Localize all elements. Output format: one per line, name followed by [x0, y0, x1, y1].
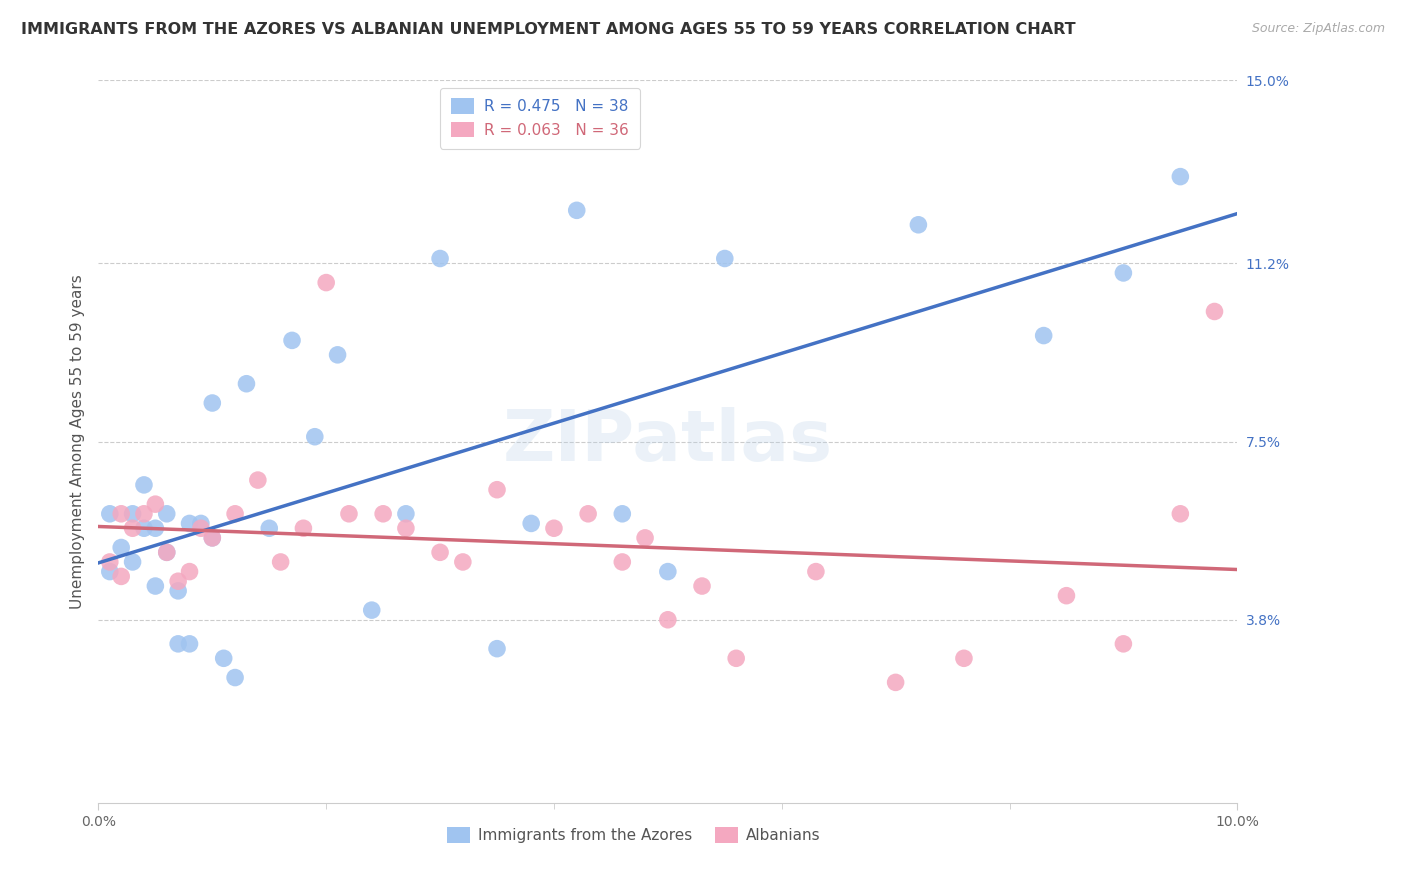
Point [270, 555, 292, 569]
Point [121, 521, 143, 535]
Point [201, 396, 224, 410]
Point [429, 252, 451, 266]
Point [179, 637, 201, 651]
Point [612, 507, 634, 521]
Point [121, 555, 143, 569]
Point [212, 651, 235, 665]
Point [110, 541, 132, 555]
Point [292, 521, 315, 535]
Point [804, 565, 827, 579]
Text: IMMIGRANTS FROM THE AZORES VS ALBANIAN UNEMPLOYMENT AMONG AGES 55 TO 59 YEARS CO: IMMIGRANTS FROM THE AZORES VS ALBANIAN U… [21, 22, 1076, 37]
Point [543, 521, 565, 535]
Point [156, 507, 179, 521]
Point [132, 478, 155, 492]
Point [167, 583, 190, 598]
Point [1112, 266, 1135, 280]
Point [953, 651, 976, 665]
Point [167, 637, 190, 651]
Point [486, 483, 509, 497]
Point [714, 252, 737, 266]
Point [576, 507, 599, 521]
Point [657, 565, 679, 579]
Legend: Immigrants from the Azores, Albanians: Immigrants from the Azores, Albanians [441, 822, 827, 849]
Point [520, 516, 543, 531]
Point [1170, 507, 1192, 521]
Point [98, 555, 121, 569]
Point [235, 376, 257, 391]
Point [156, 545, 179, 559]
Point [1112, 637, 1135, 651]
Text: ZIPatlas: ZIPatlas [503, 407, 832, 476]
Point [259, 521, 281, 535]
Point [110, 569, 132, 583]
Point [565, 203, 588, 218]
Y-axis label: Unemployment Among Ages 55 to 59 years: Unemployment Among Ages 55 to 59 years [69, 274, 84, 609]
Point [326, 348, 349, 362]
Point [156, 545, 179, 559]
Point [224, 671, 246, 685]
Point [145, 497, 167, 511]
Point [98, 565, 121, 579]
Point [373, 507, 395, 521]
Point [132, 521, 155, 535]
Point [360, 603, 382, 617]
Text: Source: ZipAtlas.com: Source: ZipAtlas.com [1251, 22, 1385, 36]
Point [132, 507, 155, 521]
Point [190, 521, 212, 535]
Point [725, 651, 748, 665]
Point [884, 675, 907, 690]
Point [486, 641, 509, 656]
Point [395, 521, 418, 535]
Point [281, 334, 304, 348]
Point [451, 555, 474, 569]
Point [315, 276, 337, 290]
Point [179, 565, 201, 579]
Point [201, 531, 224, 545]
Point [98, 507, 121, 521]
Point [190, 516, 212, 531]
Point [224, 507, 246, 521]
Point [167, 574, 190, 589]
Point [1032, 328, 1054, 343]
Point [179, 516, 201, 531]
Point [110, 507, 132, 521]
Point [337, 507, 360, 521]
Point [145, 579, 167, 593]
Point [907, 218, 929, 232]
Point [121, 507, 143, 521]
Point [304, 430, 326, 444]
Point [657, 613, 679, 627]
Point [1204, 304, 1226, 318]
Point [690, 579, 713, 593]
Point [612, 555, 634, 569]
Point [201, 531, 224, 545]
Point [1056, 589, 1078, 603]
Point [246, 473, 269, 487]
Point [145, 521, 167, 535]
Point [1170, 169, 1192, 184]
Point [429, 545, 451, 559]
Point [634, 531, 657, 545]
Point [395, 507, 418, 521]
